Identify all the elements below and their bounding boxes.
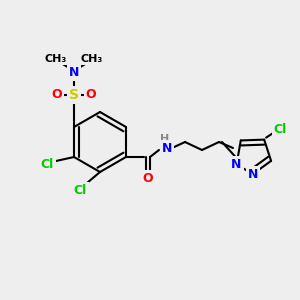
Text: N: N <box>248 167 258 181</box>
Text: N: N <box>231 158 242 171</box>
Text: Cl: Cl <box>40 158 54 172</box>
Text: O: O <box>86 88 96 101</box>
Text: CH₃: CH₃ <box>81 54 103 64</box>
Text: H: H <box>160 134 169 144</box>
Text: N: N <box>162 142 172 154</box>
Text: CH₃: CH₃ <box>45 54 67 64</box>
Text: Cl: Cl <box>74 184 87 196</box>
Text: S: S <box>69 88 79 102</box>
Text: N: N <box>69 67 79 80</box>
Text: O: O <box>143 172 153 184</box>
Text: Cl: Cl <box>274 123 287 136</box>
Text: O: O <box>52 88 62 101</box>
